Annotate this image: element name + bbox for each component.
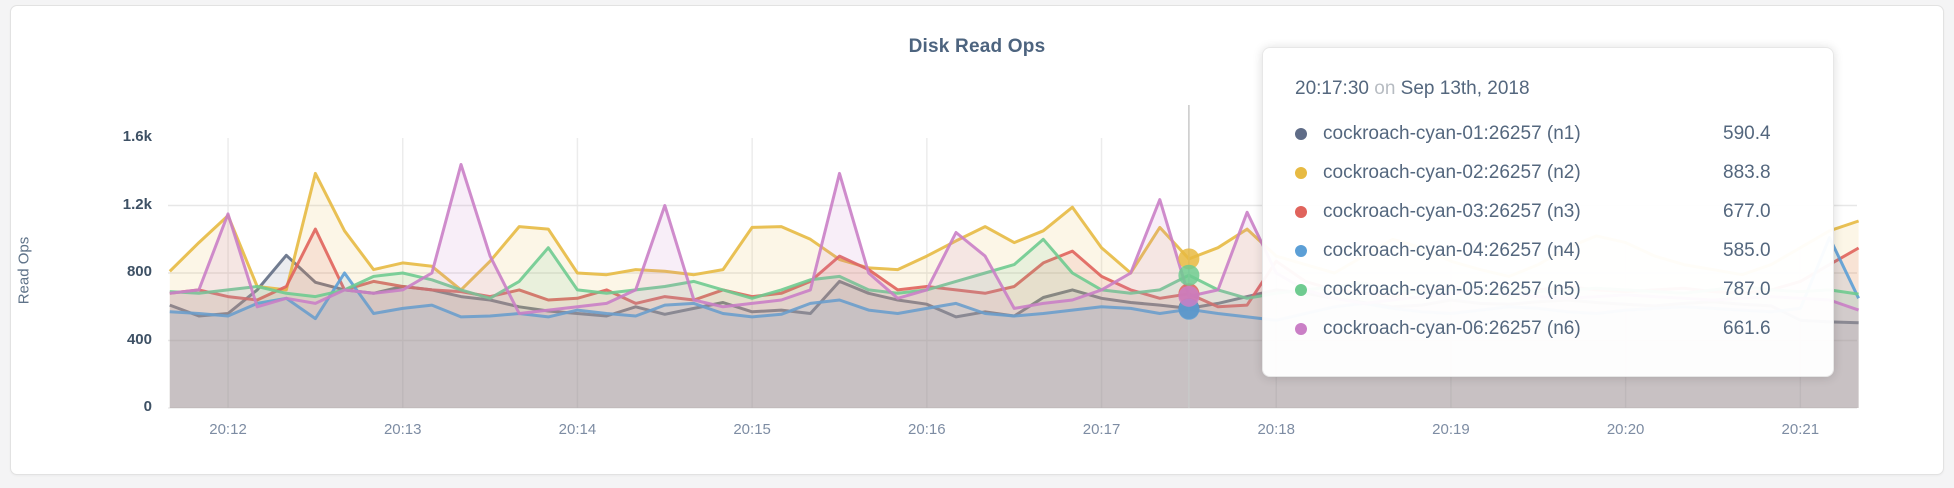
x-tick-label: 20:16 <box>908 421 946 438</box>
chart-title: Disk Read Ops <box>908 36 1046 57</box>
series-label: cockroach-cyan-02:26257 (n2) <box>1323 161 1581 183</box>
y-tick-label: 1.6k <box>122 128 152 145</box>
x-tick-label: 20:15 <box>733 421 771 438</box>
series-value: 787.0 <box>1723 278 1771 300</box>
series-color-dot-icon <box>1295 127 1307 140</box>
tooltip-date: Sep 13th, 2018 <box>1400 78 1530 99</box>
hover-point <box>1178 248 1200 270</box>
series-value: 661.6 <box>1723 317 1771 339</box>
hover-tooltip: 20:17:30 on Sep 13th, 2018 cockroach-cya… <box>1262 47 1834 377</box>
tooltip-series-row: cockroach-cyan-01:26257 (n1) 590.4 <box>1293 114 1803 153</box>
tooltip-series-row: cockroach-cyan-03:26257 (n3) 677.0 <box>1293 192 1803 231</box>
x-tick-label: 20:20 <box>1606 421 1645 438</box>
series-color-dot-icon <box>1295 166 1307 179</box>
y-tick-label: 800 <box>126 263 152 280</box>
series-value: 677.0 <box>1723 200 1771 222</box>
series-label: cockroach-cyan-01:26257 (n1) <box>1323 122 1581 144</box>
x-tick-label: 20:14 <box>558 421 597 438</box>
tooltip-header: 20:17:30 on Sep 13th, 2018 <box>1295 78 1803 100</box>
series-value: 883.8 <box>1723 161 1771 183</box>
y-tick-label: 1.2k <box>122 195 152 213</box>
x-tick-label: 20:19 <box>1432 421 1470 438</box>
series-color-dot-icon <box>1295 205 1307 218</box>
series-color-dot-icon <box>1295 244 1307 257</box>
x-tick-label: 20:12 <box>209 421 247 438</box>
x-tick-label: 20:21 <box>1781 421 1820 438</box>
tooltip-series-row: cockroach-cyan-05:26257 (n5) 787.0 <box>1293 270 1803 309</box>
hover-point <box>1178 285 1200 307</box>
series-value: 585.0 <box>1723 239 1771 261</box>
series-label: cockroach-cyan-05:26257 (n5) <box>1323 278 1581 300</box>
y-axis-title: Read Ops <box>15 236 33 305</box>
x-tick-label: 20:18 <box>1257 421 1295 438</box>
tooltip-series-row: cockroach-cyan-04:26257 (n4) 585.0 <box>1293 231 1803 270</box>
tooltip-series-row: cockroach-cyan-06:26257 (n6) 661.6 <box>1293 309 1803 348</box>
series-label: cockroach-cyan-06:26257 (n6) <box>1323 317 1581 339</box>
y-tick-label: 0 <box>143 398 152 415</box>
tooltip-series-row: cockroach-cyan-02:26257 (n2) 883.8 <box>1293 153 1803 192</box>
series-color-dot-icon <box>1295 322 1307 335</box>
y-tick-label: 400 <box>126 330 152 348</box>
x-tick-label: 20:13 <box>383 421 422 438</box>
tooltip-time: 20:17:30 <box>1295 78 1369 99</box>
series-color-dot-icon <box>1295 283 1307 296</box>
series-label: cockroach-cyan-04:26257 (n4) <box>1323 239 1581 261</box>
series-label: cockroach-cyan-03:26257 (n3) <box>1323 200 1581 222</box>
series-value: 590.4 <box>1723 122 1771 144</box>
tooltip-on-word: on <box>1374 78 1396 99</box>
x-tick-label: 20:17 <box>1082 421 1121 438</box>
hover-point <box>1178 264 1200 286</box>
